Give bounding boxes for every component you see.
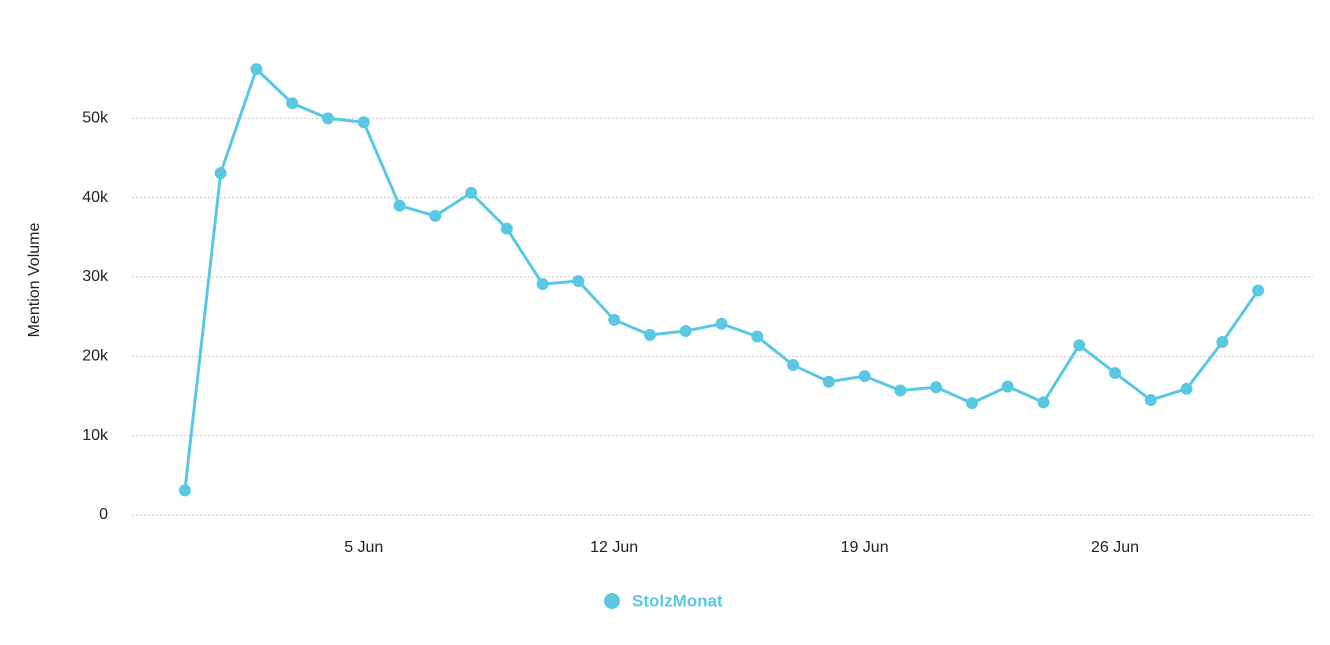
y-tick-label: 10k — [82, 427, 109, 444]
point — [930, 381, 943, 394]
x-tick-label: 12 Jun — [590, 539, 638, 556]
point — [286, 97, 299, 110]
point — [715, 317, 728, 330]
y-tick-label: 20k — [82, 348, 109, 365]
point — [250, 63, 263, 76]
y-tick-label: 40k — [82, 189, 109, 206]
y-tick-label: 50k — [82, 110, 109, 127]
y-tick-label: 30k — [82, 268, 109, 285]
point — [1216, 336, 1229, 349]
point — [679, 324, 692, 337]
point — [1180, 382, 1193, 395]
point — [1252, 284, 1265, 297]
point — [822, 375, 835, 388]
point — [500, 222, 513, 235]
point — [1109, 366, 1122, 379]
point — [608, 313, 621, 326]
point — [321, 112, 334, 125]
point — [1001, 380, 1014, 393]
point — [643, 328, 656, 341]
point — [214, 167, 227, 180]
point — [429, 209, 442, 222]
legend-label: StolzMonat — [632, 591, 723, 610]
point — [393, 199, 406, 212]
point — [357, 116, 370, 129]
point — [858, 370, 871, 383]
point — [787, 359, 800, 372]
point — [1073, 339, 1086, 352]
point — [894, 384, 907, 397]
legend-marker — [604, 593, 620, 609]
point — [572, 274, 585, 287]
point — [1037, 396, 1050, 409]
point — [536, 278, 549, 291]
point — [751, 330, 764, 343]
x-tick-label: 26 Jun — [1091, 539, 1139, 556]
y-tick-label: 0 — [99, 506, 108, 523]
x-tick-label: 5 Jun — [344, 539, 383, 556]
point — [178, 484, 191, 497]
point — [1144, 393, 1157, 406]
point — [965, 397, 978, 410]
x-tick-label: 19 Jun — [841, 539, 889, 556]
line — [183, 67, 1260, 491]
point — [465, 186, 478, 199]
y-axis-label: Mention Volume — [26, 223, 43, 338]
